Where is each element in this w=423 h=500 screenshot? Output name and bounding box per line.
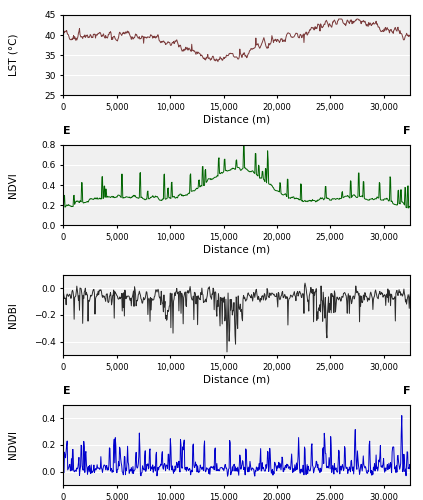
Y-axis label: NDVI: NDVI	[8, 172, 18, 198]
Text: F: F	[403, 386, 410, 396]
X-axis label: Distance (m): Distance (m)	[203, 114, 270, 124]
X-axis label: Distance (m): Distance (m)	[203, 244, 270, 254]
Y-axis label: NDWI: NDWI	[8, 430, 18, 460]
Y-axis label: NDBI: NDBI	[8, 302, 18, 328]
Text: E: E	[63, 126, 71, 136]
X-axis label: Distance (m): Distance (m)	[203, 374, 270, 384]
Text: F: F	[403, 126, 410, 136]
Text: E: E	[63, 386, 71, 396]
Y-axis label: LST (°C): LST (°C)	[8, 34, 18, 76]
